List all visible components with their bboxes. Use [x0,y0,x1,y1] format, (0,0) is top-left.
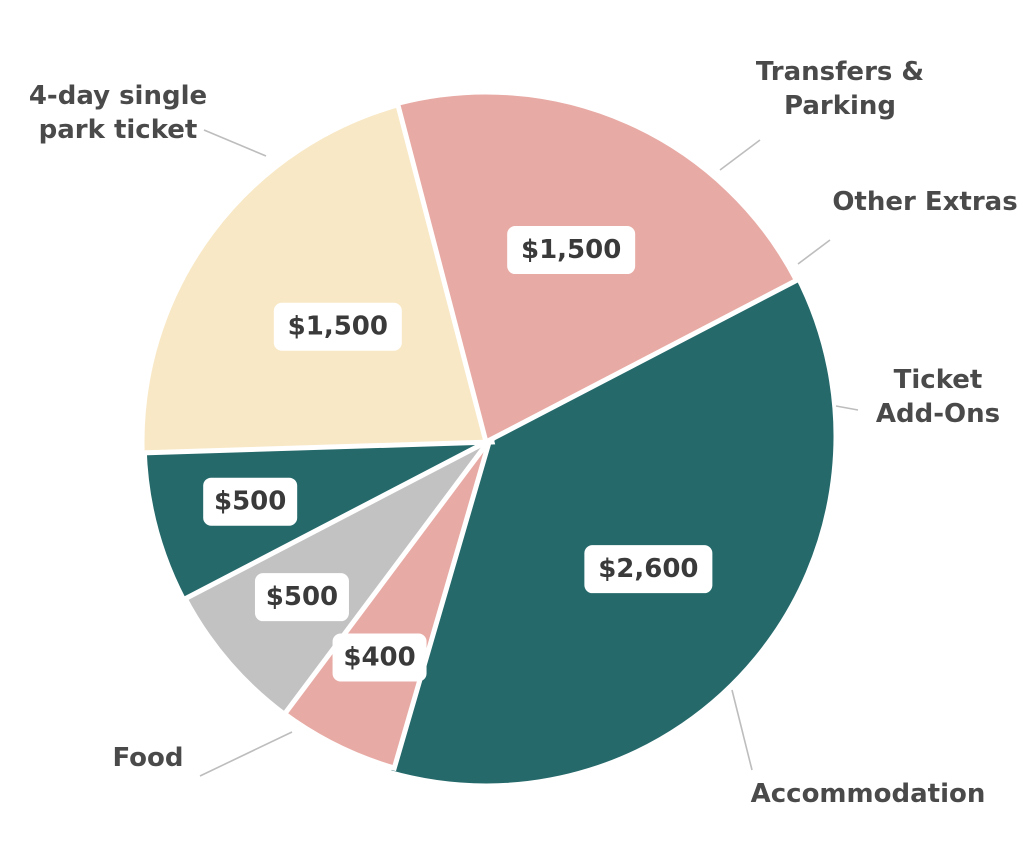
category-label-line: Transfers & [756,57,924,87]
category-label-5: Accommodation [751,779,986,809]
value-labels: $2,600 $400 $500 $500 $1,500 $1,500 [203,226,713,682]
category-label-line: park ticket [39,115,198,145]
value-label-box-4 [203,477,298,526]
category-label-4: Ticket Add-Ons [876,365,1000,429]
leader-line-6 [199,731,293,777]
category-label-6: Food [112,743,183,773]
category-labels: 4-day single park ticket Transfers & Parkin… [29,57,1018,809]
category-label-line: Ticket [894,365,983,395]
value-label-box-5 [273,302,402,351]
value-label-2: $400 [343,643,415,673]
leader-lines [199,129,859,777]
value-label-box-3 [254,573,349,622]
category-label-line: Food [112,743,183,773]
pie-slices [139,89,839,789]
leader-line-5 [731,689,753,771]
value-label-box-6 [507,226,636,275]
value-label-box-1 [584,545,713,594]
category-label-1: 4-day single park ticket [29,81,207,145]
pie-slice-5 [139,100,496,456]
category-label-line: Other Extras [832,187,1017,217]
value-label-6: $1,500 [521,235,621,265]
category-label-line: Add-Ons [876,399,1000,429]
leader-line-2 [719,139,761,171]
category-label-line: Accommodation [751,779,986,809]
value-label-3: $500 [266,582,338,612]
value-label-box-2 [332,633,427,682]
leader-line-4 [835,405,859,411]
value-label-4: $500 [214,487,286,517]
leader-line-3 [797,239,831,265]
category-label-line: Parking [784,91,896,121]
category-label-3: Other Extras [832,187,1017,217]
category-label-line: 4-day single [29,81,207,111]
value-label-1: $2,600 [598,554,698,584]
pie-slice-1 [385,271,839,789]
value-label-5: $1,500 [288,312,388,342]
category-label-2: Transfers & Parking [756,57,924,121]
leader-line-1 [203,129,267,157]
